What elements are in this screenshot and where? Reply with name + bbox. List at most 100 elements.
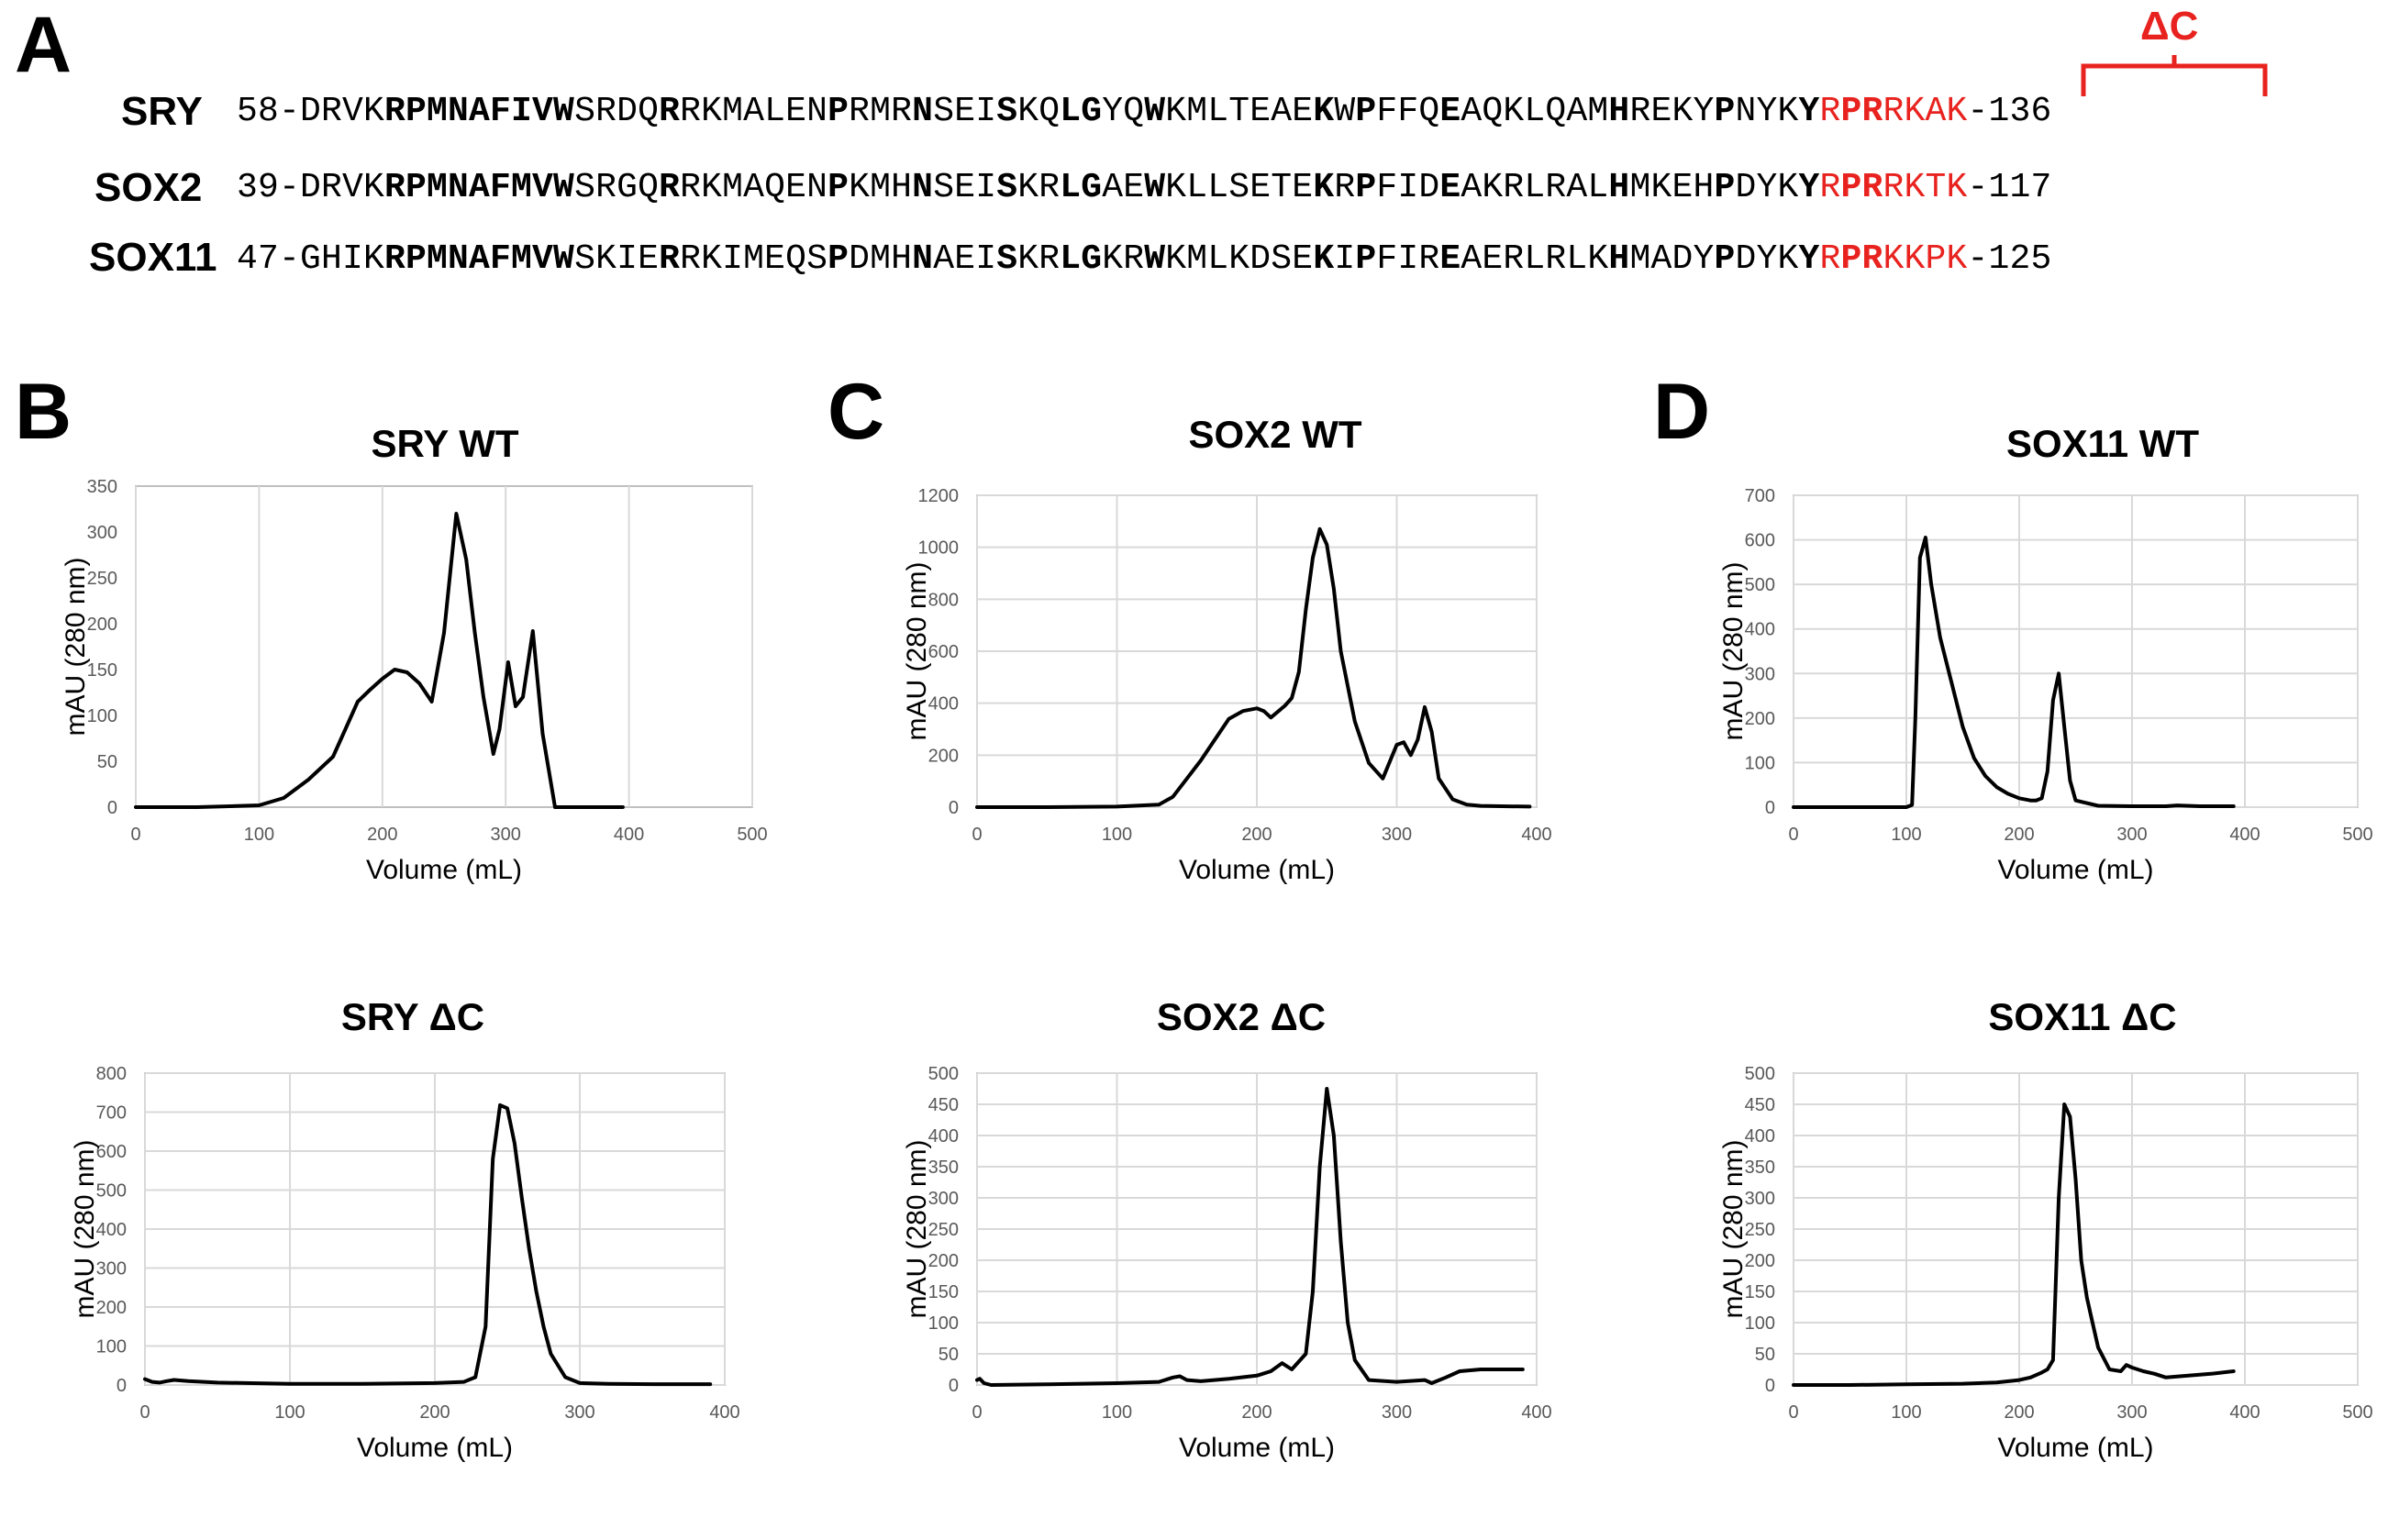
plot-area-border	[135, 485, 753, 808]
y-tick-label: 700	[96, 1103, 127, 1124]
residue: AKRLRAL	[1461, 168, 1609, 207]
x-axis-label: Volume (mL)	[1997, 855, 2153, 885]
c-terminal-residue: R	[1819, 168, 1841, 207]
sequence-name-sox11: SOX11	[89, 235, 217, 280]
conserved-residue: N	[912, 239, 934, 279]
y-tick-label: 300	[96, 1259, 127, 1280]
x-tick-label: 200	[367, 825, 397, 845]
y-tick-label: 0	[949, 798, 959, 818]
residue: R	[1334, 168, 1356, 207]
residue: NYK	[1735, 92, 1799, 131]
conserved-residue: P	[1714, 92, 1736, 131]
conserved-residue: P	[1714, 168, 1736, 207]
sequence-name-sox2: SOX2	[94, 165, 203, 210]
y-tick-label: 150	[1745, 1282, 1775, 1302]
sequence-line-sox2: 39-DRVKRPMNAFMVWSRGQRRKMAQENPKMHNSEISKRL…	[237, 168, 2052, 207]
y-tick-label: 150	[928, 1282, 959, 1302]
x-tick-label: 300	[564, 1402, 594, 1423]
y-tick-label: 400	[928, 694, 959, 715]
conserved-residue: P	[1355, 92, 1377, 131]
y-tick-label: 100	[1745, 753, 1775, 773]
residue: SEI	[933, 92, 997, 131]
chromatogram-sox11-wt: 0 100 200 300 400 500 0 100 200 300 400 500 600 700 Vo…	[1718, 486, 2373, 885]
conserved-residue: W	[1144, 92, 1166, 131]
y-tick-label: 200	[96, 1298, 127, 1318]
c-terminal-residue: PR	[1840, 239, 1883, 279]
chromatogram-sox11-dc: 0 100 200 300 400 500 0 50 100 150 200 250 300 350 400…	[1718, 1064, 2373, 1463]
y-tick-label: 450	[928, 1095, 959, 1115]
residue: RKMAQEN	[680, 168, 828, 207]
residue: AQKLQAM	[1461, 92, 1609, 131]
y-tick-label: 400	[1745, 620, 1775, 640]
x-tick-label: 300	[2116, 1402, 2147, 1423]
x-tick-label: 300	[1382, 825, 1412, 845]
chart-title-sox2-dc: SOX2 ΔC	[1156, 995, 1327, 1038]
residue: KQ	[1017, 92, 1061, 131]
residue: KLLSETE	[1165, 168, 1314, 207]
residue: AERLRLK	[1461, 239, 1609, 279]
x-tick-label: 0	[1788, 1402, 1798, 1423]
c-terminal-residue: R	[1819, 239, 1841, 279]
x-tick-label: 500	[2342, 825, 2372, 845]
x-tick-label: 0	[1788, 825, 1798, 845]
x-tick-label: 400	[614, 825, 644, 845]
chart-title-sox11-wt: SOX11 WT	[2005, 422, 2200, 465]
x-tick-label: 100	[1102, 1402, 1132, 1423]
residue: KMH	[849, 168, 913, 207]
conserved-residue: LG	[1060, 239, 1103, 279]
y-tick-label: 700	[1745, 486, 1775, 506]
x-axis-label: Volume (mL)	[366, 855, 522, 885]
sequence-start-number: 39-	[237, 168, 301, 207]
x-axis-label: Volume (mL)	[1997, 1433, 2153, 1463]
sequence-start-number: 58-	[237, 92, 301, 131]
conserved-residue: K	[1313, 92, 1335, 131]
chromatogram-trace	[1792, 1102, 2236, 1387]
chromatogram-trace	[143, 1102, 713, 1387]
y-tick-label: 0	[949, 1376, 959, 1396]
c-terminal-residue: R	[1819, 92, 1841, 131]
y-tick-label: 600	[928, 642, 959, 662]
sequence-line-sox11: 47-GHIKRPMNAFMVWSKIERRKIMEQSPDMHNAEISKRL…	[237, 239, 2052, 279]
residue: DYK	[1735, 239, 1799, 279]
conserved-residue: K	[1313, 168, 1335, 207]
y-tick-label: 0	[1765, 798, 1775, 818]
chromatogram-trace	[134, 512, 625, 809]
y-tick-label: 250	[87, 569, 117, 589]
residue: RKIMEQS	[680, 239, 828, 279]
y-tick-label: 50	[1755, 1345, 1775, 1365]
x-tick-label: 0	[130, 825, 140, 845]
conserved-residue: H	[1608, 168, 1630, 207]
residue: FID	[1376, 168, 1440, 207]
x-tick-label: 100	[1102, 825, 1132, 845]
x-tick-label: 200	[419, 1402, 450, 1423]
c-terminal-residue: KKPK	[1883, 239, 1968, 279]
chart-title-sox11-dc: SOX11 ΔC	[1988, 995, 2177, 1038]
chart-title-sox2-wt: SOX2 WT	[1188, 413, 1362, 456]
y-axis-label: mAU (280 nm)	[1718, 561, 1749, 740]
y-tick-label: 600	[1745, 531, 1775, 551]
conserved-residue: R	[659, 92, 681, 131]
chromatogram-trace	[975, 1087, 1525, 1387]
y-tick-label: 0	[1765, 1376, 1775, 1396]
chromatogram-sry-dc: 0 100 200 300 400 0 100 200 300 400 500 600 700 800 Vo…	[70, 1064, 740, 1463]
x-tick-label: 500	[737, 825, 767, 845]
residue: SRDQ	[574, 92, 660, 131]
y-tick-label: 300	[87, 523, 117, 543]
conserved-residue: P	[827, 239, 850, 279]
x-axis-label: Volume (mL)	[1179, 1433, 1335, 1463]
x-tick-label: 300	[491, 825, 521, 845]
panel-label-a: A	[15, 1, 72, 89]
residue: KR	[1017, 239, 1061, 279]
y-tick-label: 100	[96, 1337, 127, 1357]
residue: AE	[1102, 168, 1145, 207]
y-tick-label: 200	[1745, 709, 1775, 729]
x-tick-label: 300	[1382, 1402, 1412, 1423]
conserved-residue: S	[996, 239, 1018, 279]
x-tick-label: 200	[2004, 1402, 2034, 1423]
x-tick-label: 100	[274, 1402, 305, 1423]
chromatogram-sox2-wt: 0 100 200 300 400 0 200 400 600 800 1000 1200 Volume…	[902, 486, 1552, 885]
y-tick-label: 500	[1745, 575, 1775, 595]
y-tick-label: 350	[928, 1158, 959, 1178]
conserved-residue: N	[912, 168, 934, 207]
sequence-line-sry: 58-DRVKRPMNAFIVWSRDQRRKMALENPRMRNSEISKQL…	[237, 92, 2052, 131]
